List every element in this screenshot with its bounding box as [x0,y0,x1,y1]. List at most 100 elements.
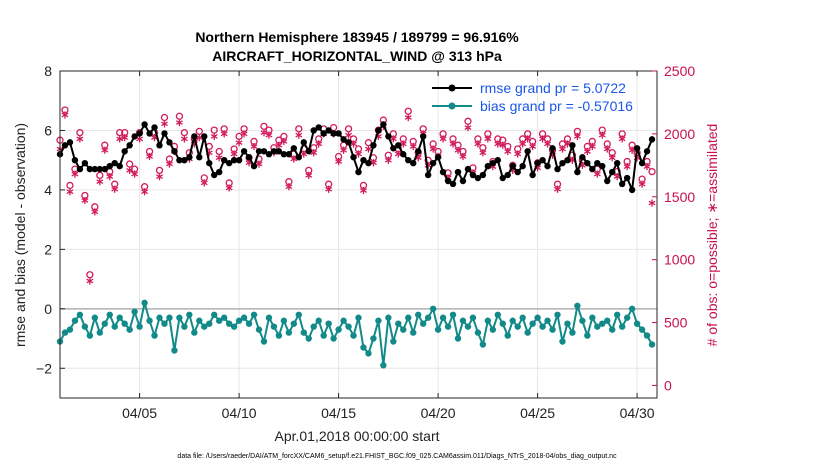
bias-series-point [415,311,422,318]
left-axis-ticks: −2 0 2 4 6 8 [36,63,65,376]
rmse-series-point [504,171,511,179]
left-tick-label: 4 [44,182,52,198]
obs-assimilated-point [76,135,84,143]
bias-series-point [544,317,551,324]
obs-assimilated-point [180,135,188,143]
rmse-series-point [554,165,561,173]
x-tick-label: 04/20 [421,405,456,421]
plot-frame [59,70,658,399]
bias-series-point [76,311,84,318]
bias-series-point [519,314,526,321]
rmse-series-point [479,171,487,179]
rmse-series-point [270,148,278,155]
rmse-series-point [474,174,482,182]
bias-series-point [395,320,402,327]
rmse-series-point [489,159,497,167]
obs-assimilated-point [165,160,173,168]
chart-title-line-2: AIRCRAFT_HORIZONTAL_WIND @ 313 hPa [212,48,502,64]
obs-assimilated-point [583,147,591,156]
bias-series-point [186,311,193,318]
rmse-series-point [235,156,243,164]
bias-series-point [310,323,317,330]
right-tick-label: 1500 [664,189,695,205]
rmse-series-point [370,142,377,149]
bias-series-point [454,335,462,342]
rmse-series-point [584,159,591,167]
rmse-series-point [196,154,203,161]
obs-assimilated-point [429,145,437,153]
rmse-series-point [519,162,526,170]
rmse-series-point [310,127,317,134]
obs-assimilated-point [71,170,79,178]
bias-series-point [648,341,656,348]
data-file-footer: data file: /Users/raeder/DAI/ATM_forcXX/… [177,453,617,460]
bias-series-point [469,314,477,321]
obs-assimilated-point [265,131,273,139]
bias-series-point [240,314,248,321]
rmse-series-point [434,154,442,161]
obs-assimilated-point [86,277,94,285]
bias-series-point [295,311,302,318]
rmse-series-point [574,168,581,176]
bias-series-point [96,329,104,336]
obs-assimilated-point [305,171,313,179]
rmse-series-point [410,159,417,167]
rmse-series-point [415,148,422,155]
right-tick-label: 1000 [664,252,695,268]
obs-assimilated-point [494,140,502,148]
bias-series-point [166,314,173,321]
bias-series-point [410,329,417,336]
bias-series-point [171,347,178,354]
obs-assimilated-point [524,135,532,143]
bias-series-point [380,362,387,369]
obs-assimilated-point [573,132,581,140]
obs-assimilated-point [131,170,139,178]
obs-assimilated-point [250,142,258,151]
obs-assimilated-point [603,145,611,153]
obs-assimilated-point [554,185,561,193]
bias-series-point [176,314,183,321]
bias-series-point [350,332,357,339]
bias-series-point [340,317,347,324]
obs-assimilated-point [240,130,248,138]
bias-series-point [444,323,452,330]
obs-assimilated-point [61,111,69,119]
bias-series-point [524,329,531,336]
bias-series-point [449,311,457,318]
bias-series-point [91,314,99,321]
obs-assimilated-point [116,135,124,143]
rmse-series-point [419,133,427,140]
rmse-series-point [71,156,79,164]
rmse-series-point [275,148,283,155]
bias-series-point [71,317,79,324]
bias-series-point [141,299,148,307]
rmse-series-point [240,148,248,155]
bias-series-point [86,332,94,339]
rmse-series-point [260,148,268,155]
bias-series-point [559,338,566,345]
obs-assimilated-point [315,140,323,148]
bias-series-point [604,317,611,324]
rmse-series-point [201,133,208,140]
left-tick-label: 0 [44,301,52,317]
bias-series-point [255,326,263,333]
rmse-series-point [559,159,566,167]
bias-series-point [554,311,561,318]
obs-assimilated-point [449,140,457,148]
obs-assimilated-point [161,120,168,128]
bias-series-point [564,320,571,327]
obs-assimilated-point [529,142,537,151]
rmse-series-point [579,154,586,161]
right-axis-ticks: 0 500 1000 1500 2000 2500 [652,63,695,393]
bias-series-point [250,311,258,318]
plot-area [60,71,657,398]
obs-assimilated-point [126,166,134,174]
rmse-series-point [206,159,213,167]
rmse-series-point [126,142,133,149]
obs-assimilated-point [101,146,109,154]
bias-series-point [569,329,576,336]
bias-series-point [489,326,497,333]
right-tick-label: 0 [664,377,672,393]
bias-series-point [360,344,367,351]
